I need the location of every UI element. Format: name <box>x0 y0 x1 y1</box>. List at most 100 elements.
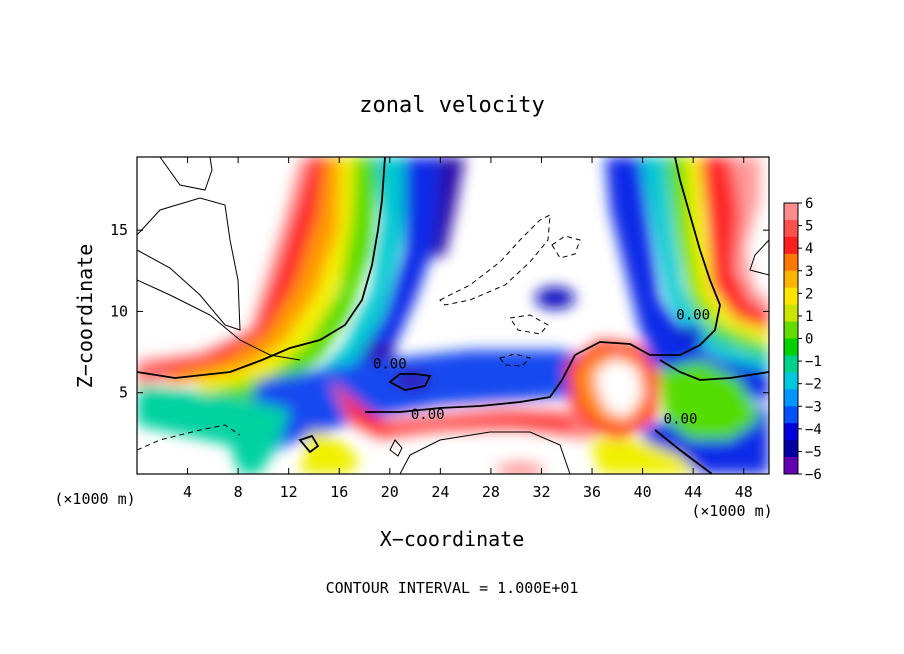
contour-small-a <box>388 373 432 391</box>
colorbar-swatch <box>784 253 798 272</box>
contour-labels: 0.00 0.00 0.00 0.00 <box>373 308 710 428</box>
contour-zero-jet <box>365 157 721 413</box>
field-green-band-right <box>665 157 769 358</box>
field-cold-mid-left <box>230 345 660 460</box>
colorbar-swatch <box>784 372 798 390</box>
field-green-right-low <box>660 360 760 440</box>
colorbar: 6 5 4 3 2 1 0 −1 −2 −3 −4 −5 −6 <box>783 196 822 483</box>
field-yellow-right-low <box>590 440 700 474</box>
contour-dashed-a <box>439 214 551 306</box>
contour-thin-top <box>159 157 213 191</box>
field-cyan-band-left <box>137 157 410 425</box>
colorbar-swatch <box>784 338 798 356</box>
x-tick-label: 44 <box>684 483 702 501</box>
x-tick-label: 16 <box>330 483 348 501</box>
contour-dashed-d <box>499 353 531 367</box>
contours-dashed <box>137 214 581 451</box>
y-tick-label: 10 <box>110 302 128 320</box>
contour-thin-left-a <box>137 197 241 331</box>
x-tick-label: 36 <box>583 483 601 501</box>
colorbar-tick-label: −1 <box>805 354 822 370</box>
field-cold-band-right <box>605 157 769 400</box>
colorbar-tick-label: −4 <box>805 422 822 438</box>
colorbar-swatch <box>784 423 798 441</box>
contour-thin-low <box>399 431 571 474</box>
contour-label: 0.00 <box>411 407 445 423</box>
x-tick-label: 32 <box>532 483 550 501</box>
colorbar-tick-label: 3 <box>805 264 813 280</box>
contour-label: 0.00 <box>664 412 698 428</box>
contour-small-b <box>298 434 320 454</box>
colorbar-swatch <box>784 304 798 323</box>
heatmap-field <box>137 157 769 474</box>
field-yellow-band-right <box>685 157 769 342</box>
field-cold-blob-right <box>676 325 704 345</box>
contour-thin-left-b <box>137 279 301 361</box>
chart-title: zonal velocity <box>359 93 544 118</box>
field-cold-blob-left-a <box>365 343 395 361</box>
y-tick-label: 15 <box>110 221 128 239</box>
contour-thin-small <box>389 439 403 457</box>
y-axis: 5 10 15 <box>110 221 769 402</box>
field-cyan-band-right <box>640 157 769 372</box>
colorbar-swatch <box>784 287 798 306</box>
y-axis-label: Z−coordinate <box>73 244 97 389</box>
field-cyan-left-low <box>137 385 290 474</box>
x-unit-right: (×1000 m) <box>691 502 772 520</box>
field-warm-plume-right-outer <box>730 157 769 312</box>
contour-dashed-c <box>509 314 549 335</box>
contour-zero-loop <box>654 429 713 474</box>
x-tick-label: 40 <box>634 483 652 501</box>
colorbar-tick-label: 6 <box>805 196 813 212</box>
contours-thin <box>137 157 769 474</box>
field-warm-spot-low <box>496 462 544 474</box>
colorbar-swatch <box>784 236 798 255</box>
contour-label: 0.00 <box>373 356 407 372</box>
contour-label: 0.00 <box>676 308 710 324</box>
x-unit-left: (×1000 m) <box>54 490 135 508</box>
plot-area: 0.00 0.00 0.00 0.00 <box>137 157 769 474</box>
contour-zero-right <box>659 359 769 381</box>
x-tick-label: 20 <box>381 483 399 501</box>
colorbar-tick-label: 5 <box>805 219 813 235</box>
field-cold-core-left <box>432 157 465 258</box>
x-tick-label: 4 <box>183 483 192 501</box>
plot-frame <box>136 156 770 475</box>
contour-dashed-b <box>551 235 581 259</box>
x-tick-label: 12 <box>280 483 298 501</box>
colorbar-swatch <box>784 457 798 475</box>
colorbar-tick-label: 0 <box>805 332 813 348</box>
contour-dashed-e <box>137 424 241 451</box>
colorbar-tick-label: −2 <box>805 377 822 393</box>
colorbar-swatch <box>784 440 798 458</box>
colorbar-swatch <box>784 270 798 289</box>
x-tick-label: 8 <box>234 483 243 501</box>
colorbar-tick-label: 4 <box>805 241 813 257</box>
y-tick-label: 5 <box>119 384 128 402</box>
colorbar-tick-label: −5 <box>805 444 822 460</box>
colorbar-tick-label: −6 <box>805 467 822 483</box>
field-warm-jet-core <box>335 385 575 435</box>
contour-zero-left <box>137 157 386 379</box>
colorbar-tick-label: −3 <box>805 399 822 415</box>
x-axis-label: X−coordinate <box>380 527 525 551</box>
x-tick-label: 28 <box>482 483 500 501</box>
field-warm-plume-left-yellow <box>198 157 362 392</box>
colorbar-tick-label: 1 <box>805 309 813 325</box>
field-warm-plume-right <box>700 157 769 330</box>
colorbar-swatch <box>784 389 798 407</box>
x-tick-label: 24 <box>431 483 449 501</box>
colorbar-swatch <box>784 355 798 373</box>
colorbar-swatch <box>784 219 798 238</box>
colorbar-tick-label: 2 <box>805 286 813 302</box>
colorbar-swatch <box>784 321 798 339</box>
contour-thin-right <box>749 239 769 276</box>
field-green-band-left <box>137 157 380 405</box>
contours-solid <box>137 157 769 474</box>
colorbar-swatch <box>784 203 798 221</box>
field-warm-plume-left-orange <box>168 157 350 385</box>
field-cold-blob-center <box>535 287 575 309</box>
colorbar-swatch <box>784 406 798 424</box>
field-loop-hole <box>595 358 643 418</box>
